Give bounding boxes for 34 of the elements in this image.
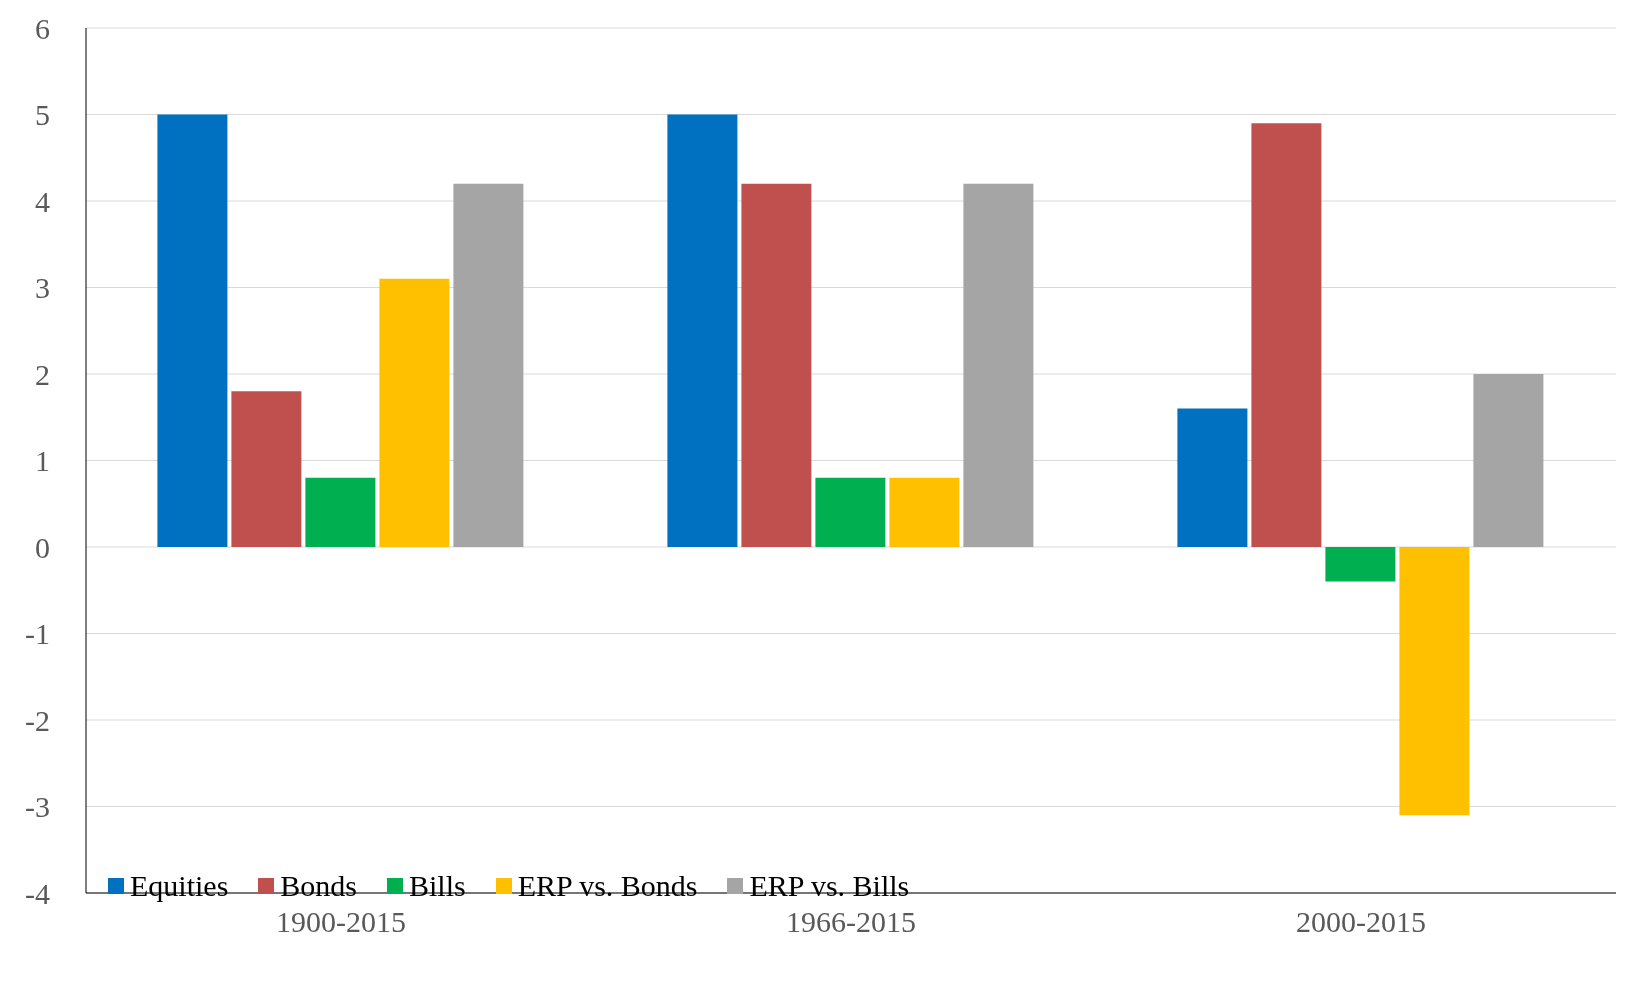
bar xyxy=(157,114,228,547)
y-tick-label: 5 xyxy=(35,98,50,132)
bar xyxy=(1473,374,1544,547)
y-tick-label: 0 xyxy=(35,530,50,564)
bar xyxy=(379,278,450,547)
bar xyxy=(231,391,302,547)
legend-label: Equities xyxy=(130,869,229,903)
bar xyxy=(889,477,960,547)
y-tick-label: 3 xyxy=(35,271,50,305)
bar xyxy=(1399,547,1470,816)
legend-label: Bonds xyxy=(280,869,358,903)
y-tick-label: 6 xyxy=(35,11,50,45)
legend-label: ERP vs. Bills xyxy=(749,869,910,903)
bar xyxy=(963,183,1034,547)
x-tick-label: 1966-2015 xyxy=(786,905,916,939)
y-tick-label: -1 xyxy=(25,617,50,651)
y-tick-label: 1 xyxy=(35,444,50,478)
bar xyxy=(741,183,812,547)
x-tick-label: 1900-2015 xyxy=(276,905,406,939)
bar xyxy=(667,114,738,547)
bar xyxy=(815,477,886,547)
legend-label: Bills xyxy=(409,869,466,903)
y-tick-label: -4 xyxy=(25,876,50,910)
y-tick-label: -3 xyxy=(25,790,50,824)
bar xyxy=(1325,547,1396,582)
bar xyxy=(1177,408,1248,547)
bar xyxy=(453,183,524,547)
y-tick-label: 2 xyxy=(35,357,50,391)
bar xyxy=(1251,123,1322,547)
y-tick-label: 4 xyxy=(35,184,50,218)
legend-label: ERP vs. Bonds xyxy=(517,869,698,903)
x-tick-label: 2000-2015 xyxy=(1296,905,1426,939)
y-tick-label: -2 xyxy=(25,703,50,737)
bar xyxy=(305,477,376,547)
